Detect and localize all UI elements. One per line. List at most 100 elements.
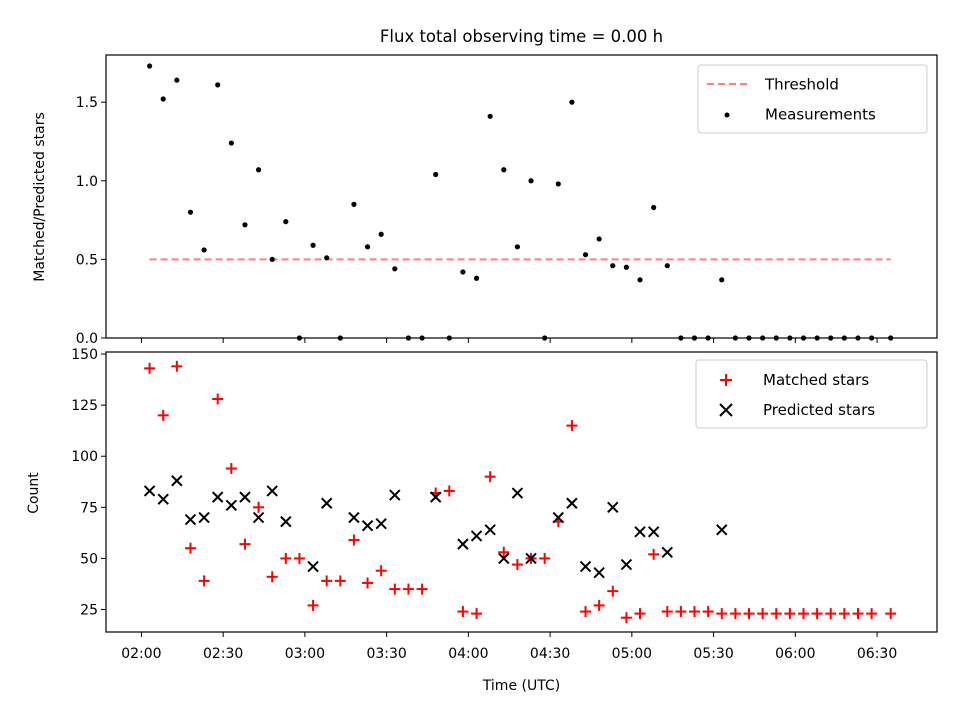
top-x-ticks (140, 338, 878, 343)
measurement-point (433, 171, 439, 178)
top-y-axis-label: Matched/Predicted stars (32, 112, 48, 282)
predicted-star-point (634, 526, 646, 538)
matched-star-point (743, 608, 755, 620)
matched-star-point (321, 575, 333, 587)
bottom-y-tick-label: 150 (71, 347, 98, 363)
measurement-point (228, 140, 234, 146)
matched-star-point (212, 393, 224, 405)
legend-predicted-label: Predicted stars (763, 401, 875, 419)
matched-star-point (334, 575, 346, 587)
top-y-tick-label: 0.5 (76, 252, 98, 268)
matched-star-point (471, 608, 483, 620)
predicted-star-point (320, 497, 333, 509)
measurement-point (610, 263, 616, 269)
matched-star-point (457, 606, 469, 618)
matched-star-point (293, 552, 305, 564)
top-chart-title: Flux total observing time = 0.00 h (380, 27, 663, 46)
predicted-star-point (212, 491, 224, 503)
matched-star-point (689, 606, 701, 618)
matched-star-point (797, 608, 809, 620)
measurement-point (364, 244, 371, 250)
matched-star-point (825, 608, 837, 620)
matched-star-point (539, 552, 551, 564)
matched-star-point (498, 546, 510, 558)
measurement-point (664, 263, 670, 269)
predicted-star-point (198, 511, 210, 524)
bottom-x-tick-label: 02:00 (121, 646, 161, 662)
measurement-point (174, 77, 180, 83)
predicted-star-point (348, 511, 360, 524)
matched-star-point (144, 362, 156, 374)
measurement-point (351, 201, 357, 207)
legend-measurements-swatch (724, 112, 730, 118)
matched-star-point (157, 409, 169, 421)
bottom-plot-area (143, 360, 897, 624)
bottom-y-tick-label: 100 (71, 449, 98, 465)
bottom-x-tick-label: 05:00 (612, 646, 652, 662)
bottom-x-tick-label: 05:30 (693, 646, 733, 662)
legend-measurements-label: Measurements (765, 106, 876, 124)
measurement-point (255, 167, 262, 173)
top-legend: Threshold Measurements (697, 64, 928, 134)
measurement-point (569, 99, 575, 105)
matched-star-point (389, 583, 401, 595)
top-plot-area (146, 63, 894, 341)
matched-star-point (620, 612, 632, 624)
matched-star-point (838, 608, 850, 620)
top-y-tick-label: 1.5 (76, 95, 98, 111)
legend-predicted-swatch (719, 403, 733, 417)
predicted-star-point (647, 526, 660, 538)
bottom-legend-box (695, 359, 928, 429)
measurement-point (514, 244, 521, 250)
bottom-legend: Matched stars Predicted stars (695, 359, 928, 429)
measurement-point (596, 236, 602, 242)
bottom-x-tick-label: 02:30 (203, 646, 243, 662)
predicted-star-point (593, 567, 605, 579)
matched-star-point (852, 608, 864, 620)
matched-star-point (866, 608, 878, 620)
matched-star-point (757, 608, 769, 620)
legend-matched-label: Matched stars (763, 371, 869, 389)
matched-star-point (566, 420, 578, 432)
predicted-star-point (143, 485, 156, 497)
measurement-point (582, 252, 589, 258)
predicted-star-point (184, 513, 197, 526)
measurement-point (623, 264, 629, 270)
matched-star-point (348, 534, 360, 546)
bottom-axes-frame (105, 351, 938, 633)
matched-star-point (171, 360, 183, 372)
top-y-ticks: 0.0 0.5 1.0 1.5 (76, 95, 106, 347)
matched-star-point (416, 583, 428, 595)
matched-star-point (811, 608, 823, 620)
bottom-x-tick-label: 06:30 (857, 646, 897, 662)
measurement-point (651, 204, 657, 211)
measurement-point (283, 219, 289, 225)
predicted-star-point (511, 487, 524, 499)
measurement-point (460, 269, 466, 275)
matched-star-point (580, 606, 592, 618)
predicted-star-point (484, 524, 496, 536)
matched-star-point (402, 583, 414, 595)
measurement-point (637, 277, 643, 283)
predicted-star-point (607, 501, 619, 514)
measurement-point (146, 63, 153, 69)
measurement-point (719, 277, 725, 283)
measurement-point (310, 242, 316, 248)
measurement-point (242, 222, 248, 228)
predicted-star-point (457, 538, 469, 550)
legend-matched-swatch (720, 374, 732, 386)
predicted-star-point (470, 530, 483, 542)
matched-star-point (225, 462, 237, 474)
matched-star-point (784, 608, 796, 620)
top-y-tick-label: 0.0 (76, 331, 98, 347)
bottom-x-tick-label: 03:00 (285, 646, 325, 662)
bottom-x-ticks: 02:00 02:30 03:00 03:30 04:00 04:30 05:00 05:30… (121, 632, 897, 662)
matched-star-point (307, 599, 319, 611)
matched-star-point (184, 542, 196, 554)
measurement-point (473, 275, 480, 281)
top-y-tick-label: 1.0 (76, 174, 98, 190)
predicted-star-point (620, 558, 633, 571)
bottom-x-tick-label: 03:30 (366, 646, 406, 662)
predicted-star-point (361, 520, 374, 532)
